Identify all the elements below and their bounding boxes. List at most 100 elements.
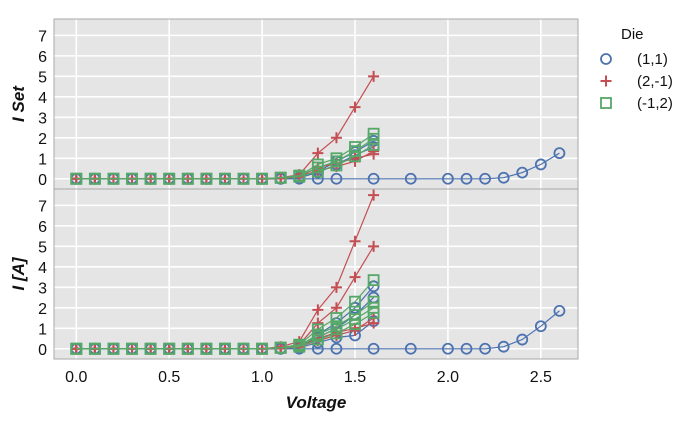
data-point: [404, 342, 417, 355]
data-point: [237, 342, 250, 355]
data-point: [349, 318, 361, 331]
legend-marker: [600, 53, 612, 65]
x-tick-label: 1.0: [251, 369, 273, 386]
legend-item: (2,-1): [600, 73, 673, 90]
y-tick-label: 1: [38, 151, 47, 168]
data-point: [368, 240, 380, 252]
y-axis-label: I [A]: [9, 256, 28, 290]
data-point: [256, 172, 269, 185]
data-point: [367, 342, 380, 355]
y-tick-label: 5: [38, 69, 47, 86]
panel-1: 0 1 2 3 4 5 6 7 I Set: [9, 18, 579, 190]
panel-2: 0 1 2 3 4 5 6 7 I [A]: [9, 188, 579, 360]
data-point: [368, 145, 380, 157]
y-tick-label: 1: [38, 321, 47, 338]
data-point: [553, 147, 566, 160]
legend-item: (1,1): [600, 51, 668, 68]
y-tick-label: 0: [38, 172, 47, 189]
x-tick-label: 0.0: [65, 369, 87, 386]
data-point: [349, 150, 361, 163]
data-point: [126, 342, 138, 355]
data-point: [88, 172, 101, 185]
data-point: [497, 171, 510, 184]
data-point: [404, 172, 417, 185]
data-point: [534, 158, 547, 171]
legend-title: Die: [621, 26, 644, 43]
data-point: [349, 235, 361, 247]
data-point: [274, 171, 287, 184]
data-point: [237, 172, 250, 185]
data-point: [163, 172, 176, 185]
data-point: [330, 159, 343, 172]
legend-marker: [600, 75, 612, 87]
data-point: [144, 342, 157, 355]
series-line: [76, 144, 374, 180]
data-point: [181, 172, 194, 185]
series-line: [76, 312, 374, 350]
data-point: [219, 342, 231, 355]
data-point: [367, 307, 380, 319]
data-point: [367, 139, 380, 151]
data-point: [460, 342, 473, 355]
data-point: [330, 132, 342, 144]
y-tick-label: 7: [38, 28, 47, 45]
data-point: [163, 342, 176, 355]
legend-item: (-1,2): [600, 95, 673, 112]
series-(-1,2): [70, 139, 380, 185]
data-point: [553, 304, 566, 317]
data-point: [368, 189, 380, 201]
data-point: [70, 172, 83, 185]
data-point: [367, 172, 380, 185]
data-point: [367, 132, 380, 145]
data-point: [200, 172, 213, 185]
y-tick-label: 7: [38, 198, 47, 215]
data-point: [349, 295, 361, 308]
data-point: [516, 166, 529, 179]
plot-frame: [53, 188, 579, 360]
x-tick-label: 0.5: [158, 369, 180, 386]
y-tick-label: 5: [38, 239, 47, 256]
data-point: [534, 320, 547, 333]
y-tick-label: 0: [38, 342, 47, 359]
legend-label: (2,-1): [637, 73, 673, 90]
data-point: [200, 342, 213, 355]
legend-label: (1,1): [637, 51, 668, 68]
data-point: [479, 172, 491, 185]
data-point: [330, 342, 343, 355]
data-point: [70, 342, 83, 355]
data-point: [293, 170, 306, 183]
y-tick-label: 3: [38, 280, 47, 297]
data-point: [330, 327, 343, 340]
data-point: [516, 333, 529, 346]
y-tick-label: 2: [38, 301, 47, 318]
data-point: [330, 302, 342, 314]
data-point: [497, 340, 510, 353]
y-tick-label: 3: [38, 110, 47, 127]
data-point: [107, 342, 120, 355]
y-tick-label: 4: [38, 90, 47, 107]
y-tick-label: 6: [38, 219, 47, 236]
data-point: [330, 312, 343, 324]
data-point: [312, 147, 324, 159]
legend-label: (-1,2): [637, 95, 673, 112]
data-point: [256, 342, 269, 355]
data-point: [107, 172, 120, 185]
data-point: [442, 342, 454, 355]
data-point: [479, 342, 491, 355]
data-point: [442, 172, 454, 185]
x-tick-label: 2.5: [530, 369, 552, 386]
data-point: [367, 295, 380, 308]
legend: Die (1,1) (2,-1) (-1,2): [600, 26, 673, 112]
data-point: [144, 172, 157, 185]
data-point: [312, 304, 324, 316]
series-(-1,2): [70, 307, 380, 355]
data-point: [274, 341, 287, 354]
data-point: [349, 324, 361, 336]
data-point: [349, 101, 361, 113]
y-axis-label: I Set: [9, 85, 28, 122]
y-tick-label: 6: [38, 49, 47, 66]
y-tick-label: 4: [38, 260, 47, 277]
data-point: [330, 281, 342, 293]
y-tick-label: 2: [38, 131, 47, 148]
